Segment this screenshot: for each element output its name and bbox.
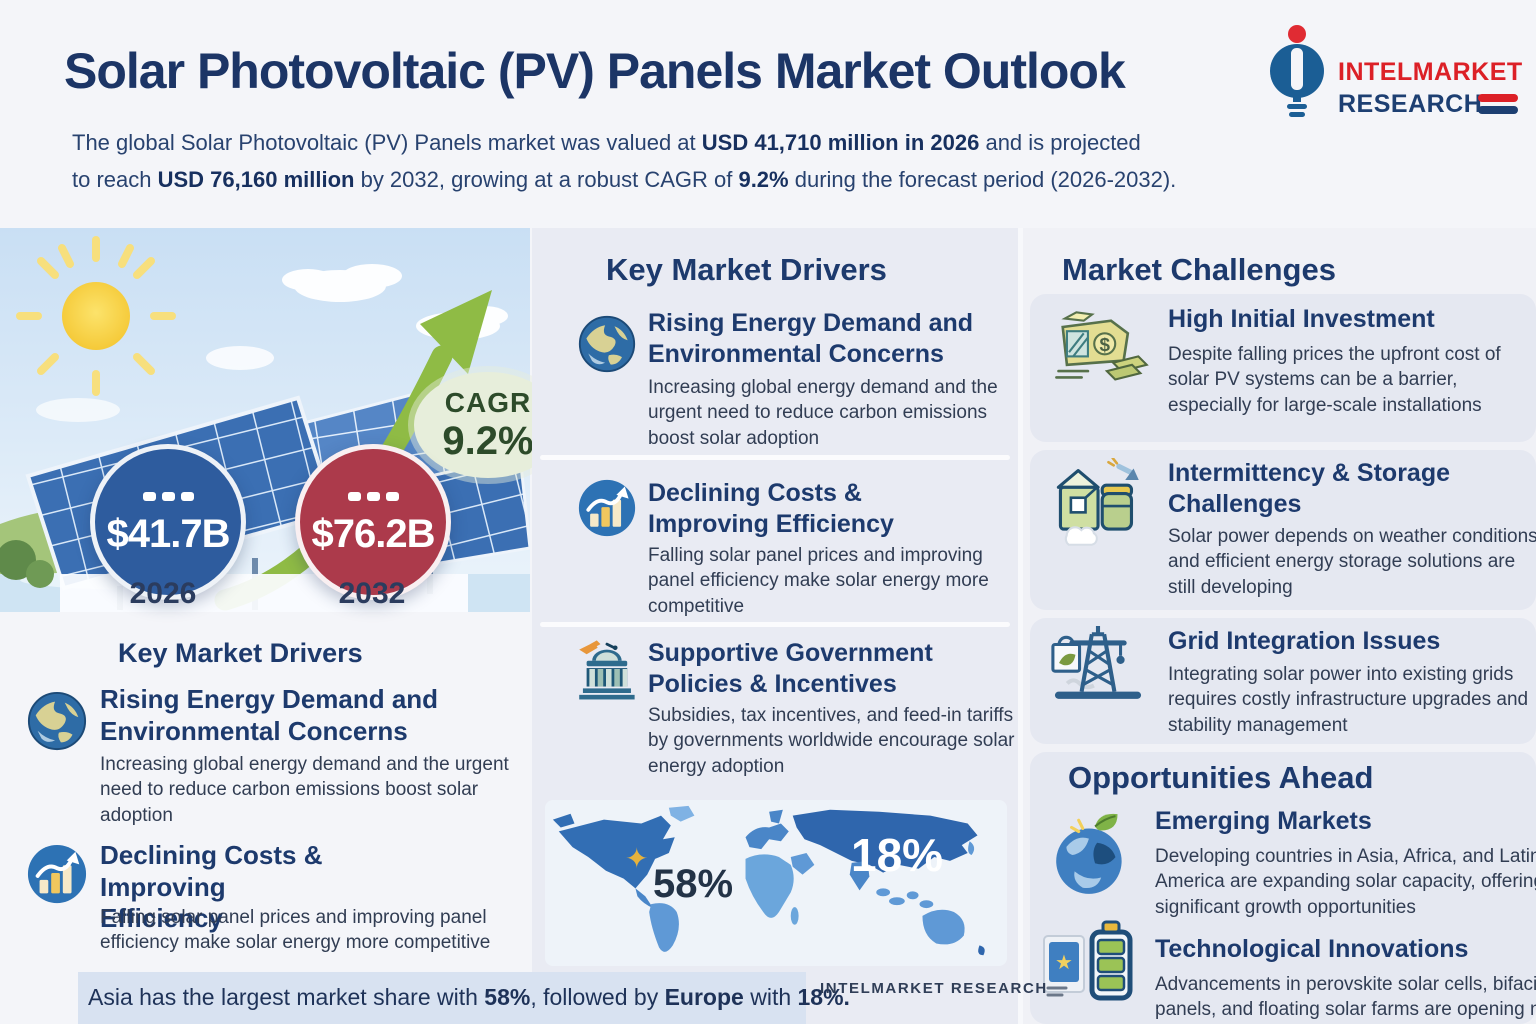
bar-chart-growth-icon xyxy=(578,479,636,537)
energy-storage-icon xyxy=(1056,458,1139,546)
opportunity-title: Technological Innovations xyxy=(1155,935,1469,963)
column-gutter xyxy=(1018,228,1023,1024)
challenge-desc: Solar power depends on weather condition… xyxy=(1168,526,1536,598)
svg-text:$: $ xyxy=(1099,335,1110,356)
lightbulb-logo-icon xyxy=(1270,25,1324,117)
driver-title: Declining Costs & Improving Efficiency xyxy=(100,840,323,934)
driver-title: Supportive Government Policies & Incenti… xyxy=(648,639,933,698)
driver-desc: Increasing global energy demand and the … xyxy=(100,754,509,826)
brand-bar-red xyxy=(1478,94,1518,102)
challenge-title: Grid Integration Issues xyxy=(1168,627,1441,655)
subtitle-line2: to reach USD 76,160 million by 2032, gro… xyxy=(72,167,1177,192)
world-map xyxy=(552,805,985,956)
driver-desc: Falling solar panel prices and improving… xyxy=(100,907,491,954)
market-value-2032: $76.2B xyxy=(311,511,436,556)
world-map-container: ✦ 58% 18% xyxy=(545,800,1007,966)
svg-text:★: ★ xyxy=(1055,952,1073,974)
opportunity-desc: Advancements in perovskite solar cells, … xyxy=(1155,974,1536,1021)
map-share-asia: 18% xyxy=(851,829,944,881)
market-value-2032-circle: $76.2B xyxy=(295,444,451,600)
challenge-title: High Initial Investment xyxy=(1168,305,1435,333)
challenge-title: Intermittency & Storage Challenges xyxy=(1168,459,1451,518)
driver-desc: Subsidies, tax incentives, and feed-in t… xyxy=(648,705,1015,777)
globe-icon xyxy=(27,691,87,751)
drivers-left-heading: Key Market Drivers xyxy=(118,638,363,668)
caption-band xyxy=(78,972,806,1024)
year-2026-label: 2026 xyxy=(129,577,197,610)
brand-bar-navy xyxy=(1478,106,1518,114)
cagr-label: CAGR xyxy=(444,386,532,418)
dots-decoration xyxy=(140,488,197,506)
divider xyxy=(540,622,1010,627)
sun-icon xyxy=(16,236,176,396)
driver-desc: Increasing global energy demand and the … xyxy=(648,377,998,449)
cagr-value: 9.2% xyxy=(442,418,534,463)
dots-decoration xyxy=(345,488,402,506)
globe-leaf-icon xyxy=(1056,813,1122,894)
bar-chart-growth-icon xyxy=(27,844,87,904)
challenge-desc: Despite falling prices the upfront cost … xyxy=(1168,344,1501,416)
driver-title: Rising Energy Demand and Environmental C… xyxy=(100,684,439,746)
brand-name-line1: INTELMARKET xyxy=(1338,58,1523,86)
year-2032-label: 2032 xyxy=(338,577,406,610)
opportunity-desc: Developing countries in Asia, Africa, an… xyxy=(1155,846,1536,918)
driver-desc: Falling solar panel prices and improving… xyxy=(648,545,989,617)
globe-icon xyxy=(578,315,636,373)
market-value-2026-circle: $41.7B xyxy=(90,444,246,600)
driver-title: Declining Costs & Improving Efficiency xyxy=(648,479,894,538)
page-title: Solar Photovoltaic (PV) Panels Market Ou… xyxy=(64,43,1126,99)
brand-name-line2: RESEARCH xyxy=(1338,90,1483,118)
challenge-card xyxy=(1030,294,1536,442)
divider xyxy=(540,455,1010,460)
battery-innovation-icon: ★ xyxy=(1043,920,1133,1001)
government-building-icon xyxy=(579,640,635,700)
driver-title: Rising Energy Demand and Environmental C… xyxy=(648,309,974,368)
opportunity-title: Emerging Markets xyxy=(1155,807,1372,835)
star-marker-icon: ✦ xyxy=(625,843,649,874)
challenges-heading: Market Challenges xyxy=(1062,252,1336,287)
drivers-center-heading: Key Market Drivers xyxy=(606,252,887,287)
opportunities-heading: Opportunities Ahead xyxy=(1068,760,1374,795)
watermark: INTELMARKET RESEARCH xyxy=(820,980,1048,997)
challenge-desc: Integrating solar power into existing gr… xyxy=(1168,664,1529,736)
transmission-tower-icon xyxy=(1051,626,1142,699)
money-icon: $ xyxy=(1055,311,1149,381)
market-value-2026: $41.7B xyxy=(106,511,231,556)
subtitle-line1: The global Solar Photovoltaic (PV) Panel… xyxy=(72,130,1141,155)
map-share-north-america: 58% xyxy=(653,862,734,906)
market-share-caption: Asia has the largest market share with 5… xyxy=(88,984,850,1010)
